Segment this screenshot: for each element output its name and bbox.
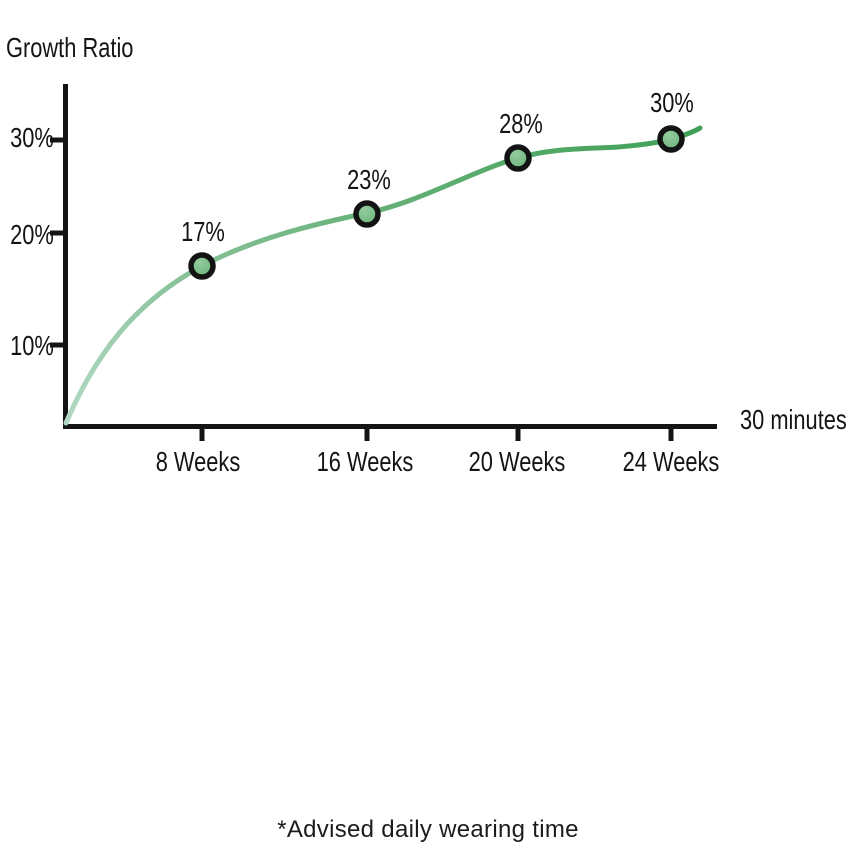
footnote: *Advised daily wearing time [277,816,579,843]
point-label-16w: 23% [347,164,391,195]
growth-curve [63,125,703,426]
x-tick-label-24w: 24 Weeks [622,446,720,477]
point-label-8w: 17% [181,216,225,247]
data-point-marker-24w [657,125,685,153]
point-label-20w: 28% [499,108,543,139]
x-tick-label-20w: 20 Weeks [468,446,566,477]
y-tick-label-10: 10% [10,330,54,361]
y-tick-label-30: 30% [10,122,54,153]
data-point-marker-16w [353,200,381,228]
data-point-marker-8w [188,252,216,280]
x-axis-unit-label: 30 minutes [740,404,847,435]
x-tick-label-16w: 16 Weeks [316,446,414,477]
point-label-24w: 30% [650,87,694,118]
y-tick-label-20: 20% [10,219,54,250]
data-point-marker-20w [504,144,532,172]
x-tick-label-8w: 8 Weeks [155,446,241,477]
chart-title: Growth Ratio [6,32,134,63]
